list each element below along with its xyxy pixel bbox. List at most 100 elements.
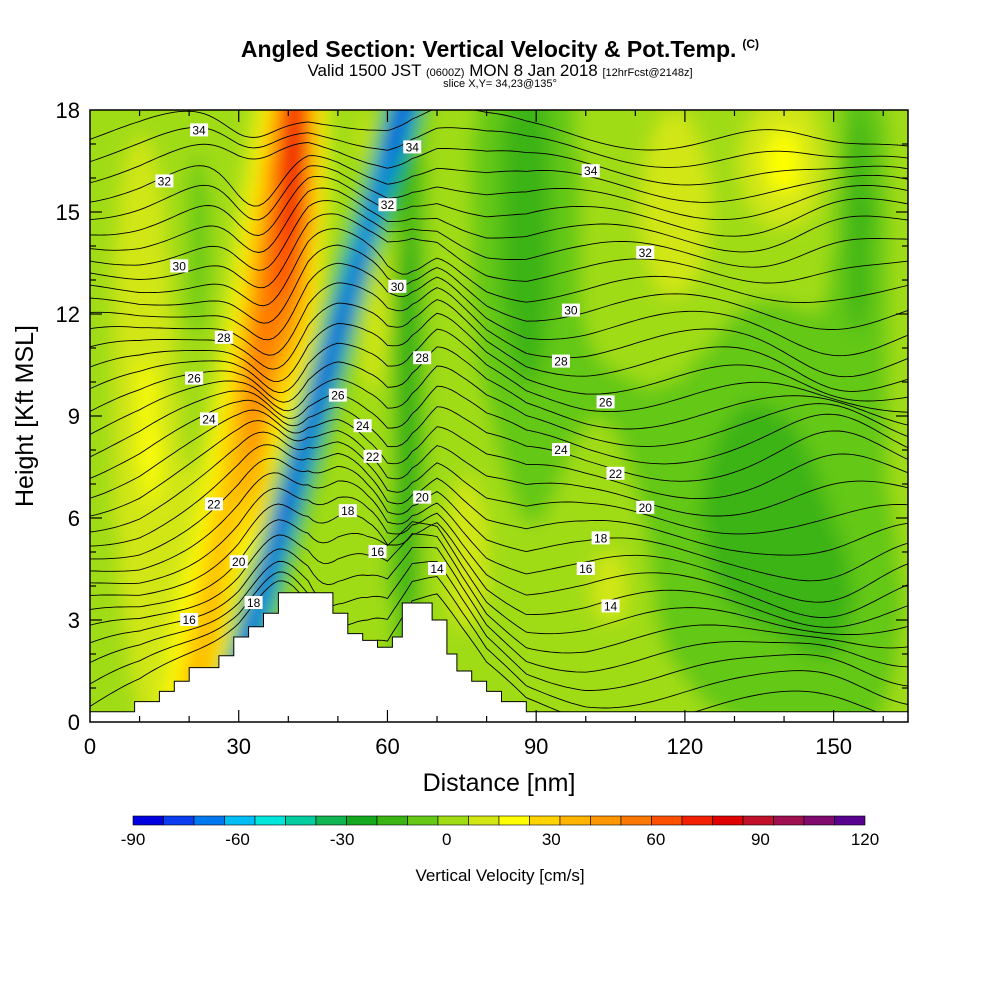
theta-contour-labels: 34 32 30 28 26 24 22 20 18 16 34 32 30 28 26 24 22 20 18 16… [155,123,655,627]
colorbar-tick-label: 30 [542,830,561,849]
theta-label-text: 18 [341,504,355,518]
colorbar-swatch [529,815,561,826]
y-tick-label: 12 [56,302,80,327]
colorbar-swatch [193,815,225,826]
isentrope-line [90,312,908,402]
colorbar-swatch [498,815,530,826]
theta-label: 30 [170,259,189,273]
isentrope-line [90,519,908,635]
theta-label: 22 [606,466,625,481]
theta-label-text: 16 [371,545,385,559]
colorbar-swatch [224,815,256,826]
theta-label: 32 [636,246,655,260]
theta-label: 26 [328,388,347,403]
theta-label: 18 [591,531,610,545]
theta-label: 34 [581,164,600,178]
theta-label: 30 [561,303,580,318]
colorbar-swatch [834,815,866,826]
theta-label-text: 22 [609,467,623,481]
theta-label-text: 20 [415,491,429,505]
colorbar-tick-label: 0 [442,830,451,849]
y-tick-label: 15 [56,200,80,225]
y-tick-label: 0 [68,710,80,735]
theta-label-text: 26 [599,395,613,409]
axes: 0 30 60 90 120 150 0 3 6 9 12 15 18 [56,98,908,759]
theta-label: 14 [601,599,620,613]
theta-label: 16 [180,613,199,627]
y-tick-label: 18 [56,98,80,123]
isentrope-line [90,444,908,556]
theta-label: 22 [363,449,382,464]
x-tick-label: 150 [815,734,852,759]
theta-label: 20 [229,555,248,569]
y-tick-label: 9 [68,404,80,429]
colorbar-tick-label: 90 [751,830,770,849]
theta-label: 26 [596,395,615,409]
colorbar-swatch [803,815,835,826]
theta-label: 24 [199,412,218,426]
theta-label: 20 [413,490,432,505]
colorbar-swatch [712,815,744,826]
colorbar-swatch [407,815,439,826]
colorbar-swatch [773,815,805,826]
theta-label: 32 [155,174,174,188]
colorbar-swatch [590,815,622,826]
theta-label: 34 [403,140,422,154]
slice-info: slice X,Y= 34,23@135° [443,78,557,90]
chart-title: Angled Section: Vertical Velocity & Pot.… [240,36,760,62]
isentrope-line [90,487,908,618]
theta-label-text: 20 [232,555,246,569]
isentrope-line [90,282,908,378]
x-axis-label: Distance [nm] [423,769,576,797]
isentrope-line [90,110,908,151]
theta-label: 30 [388,279,407,294]
isentrope-line [90,142,908,186]
theta-label: 26 [185,371,204,386]
theta-label-text: 32 [639,246,653,260]
isentrope-line [90,571,908,709]
isentrope-line [90,431,908,535]
isentrope-line [90,560,908,691]
theta-label-text: 18 [594,531,608,545]
colorbar-tick-label: 120 [851,830,879,849]
colorbar-tick-label: 60 [646,830,665,849]
theta-label-text: 20 [639,501,653,515]
velocity-field [90,110,908,722]
theta-label: 22 [204,497,223,511]
isentrope-line [90,385,908,465]
theta-label: 16 [368,545,387,559]
isentrope-line [90,175,908,237]
colorbar-tick-label: -60 [225,830,250,849]
isentrope-line [90,503,908,628]
valid-time-line: Valid 1500 JST (0600Z) MON 8 Jan 2018 [1… [307,61,693,80]
colorbar-swatch [346,815,378,826]
isentrope-line [90,409,908,500]
title-mark: (C) [742,37,760,52]
theta-label-text: 24 [554,443,568,457]
theta-label: 24 [353,419,372,433]
theta-label-text: 30 [173,259,187,273]
theta-label: 28 [214,330,233,345]
theta-label: 28 [413,351,432,365]
isentrope-line [90,213,908,289]
theta-label: 20 [636,500,655,515]
colorbar: -90 -60 -30 0 30 60 90 120 [121,815,879,849]
isentrope-line [90,200,908,271]
x-tick-label: 90 [524,734,548,759]
y-axis-label: Height [Kft MSL] [11,325,39,507]
colorbar-swatch [559,815,591,826]
isentrope-line [90,399,908,482]
theta-label-text: 32 [381,198,395,212]
theta-label-text: 28 [554,355,568,369]
colorbar-tick-label: -30 [330,830,355,849]
theta-label-text: 24 [202,412,216,426]
colorbar-label: Vertical Velocity [cm/s] [415,866,584,885]
theta-label: 14 [428,562,447,576]
colorbar-swatch [437,815,469,826]
isentrope-line [90,328,908,413]
x-tick-label: 30 [226,734,250,759]
theta-label: 18 [244,596,263,610]
theta-label-text: 22 [207,497,221,511]
theta-label-text: 16 [579,562,593,576]
